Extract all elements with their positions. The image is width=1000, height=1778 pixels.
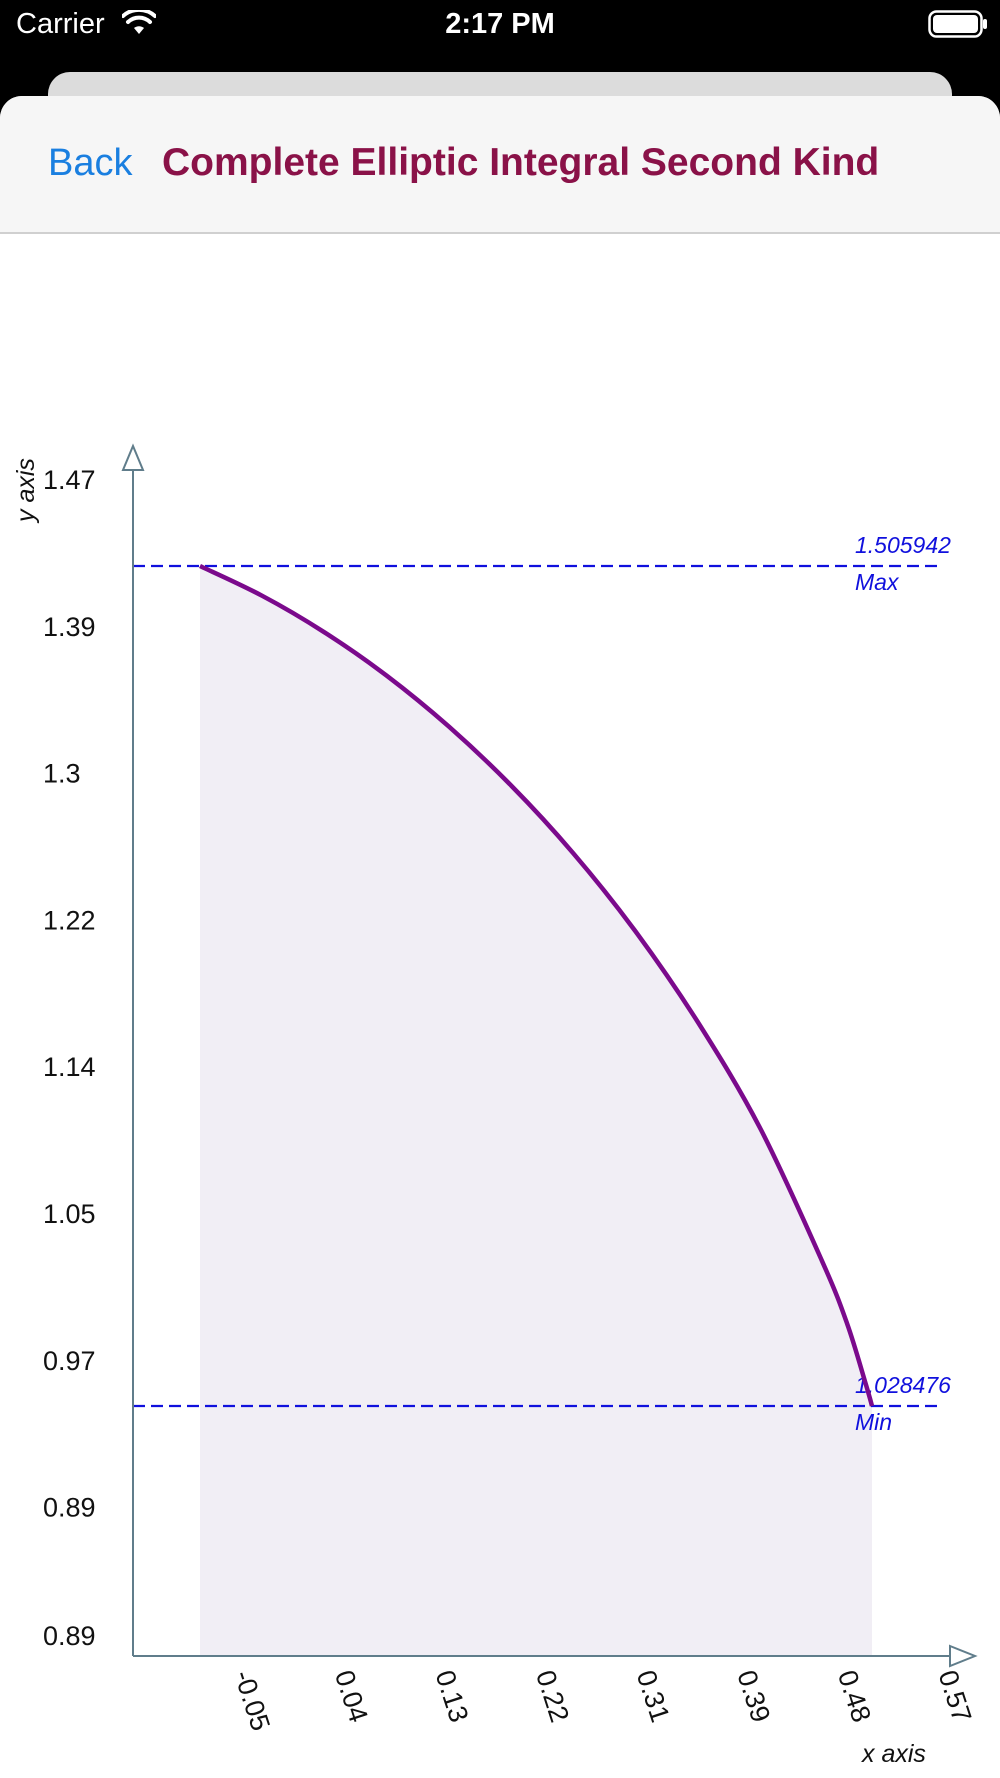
wifi-icon — [122, 10, 156, 34]
x-tick-label: -0.05 — [228, 1667, 276, 1735]
y-tick-label: 1.47 — [43, 465, 96, 495]
battery-icon — [928, 10, 987, 38]
status-bar: Carrier 2:17 PM — [0, 0, 1000, 70]
y-tick-label: 1.14 — [43, 1052, 96, 1082]
x-tick-label: 0.39 — [731, 1667, 776, 1726]
reference-value-min: 1.028476 — [855, 1372, 951, 1398]
x-tick-label: 0.13 — [429, 1667, 474, 1726]
x-tick-label: 0.04 — [329, 1667, 374, 1726]
reference-label-min: Min — [855, 1409, 892, 1435]
back-button[interactable]: Back — [48, 142, 133, 184]
y-tick-label: 0.89 — [43, 1621, 96, 1651]
reference-label-max: Max — [855, 569, 900, 595]
y-axis-label: y axis — [12, 458, 40, 524]
y-tick-label: 0.97 — [43, 1346, 96, 1376]
y-tick-label: 1.39 — [43, 612, 96, 642]
y-tick-label: 0.89 — [43, 1493, 96, 1523]
carrier-label: Carrier — [16, 8, 105, 40]
y-tick-label: 1.05 — [43, 1199, 96, 1229]
y-tick-label: 1.22 — [43, 905, 96, 935]
y-axis-arrow — [121, 443, 145, 471]
x-tick-label: 0.22 — [530, 1667, 575, 1726]
x-tick-label: 0.48 — [832, 1667, 877, 1726]
navigation-bar: Back Complete Elliptic Integral Second K… — [0, 96, 1000, 234]
reference-value-max: 1.505942 — [855, 532, 951, 558]
page-title: Complete Elliptic Integral Second Kind — [162, 141, 880, 184]
x-tick-label: 0.31 — [631, 1667, 676, 1726]
curve-fill — [200, 566, 872, 1656]
curve-line — [199, 563, 875, 1407]
x-axis-label: x axis — [861, 1740, 926, 1768]
y-tick-label: 1.3 — [43, 759, 81, 789]
x-tick-label: 0.57 — [932, 1667, 977, 1726]
status-time: 2:17 PM — [445, 8, 555, 40]
x-axis-arrow — [949, 1644, 978, 1668]
